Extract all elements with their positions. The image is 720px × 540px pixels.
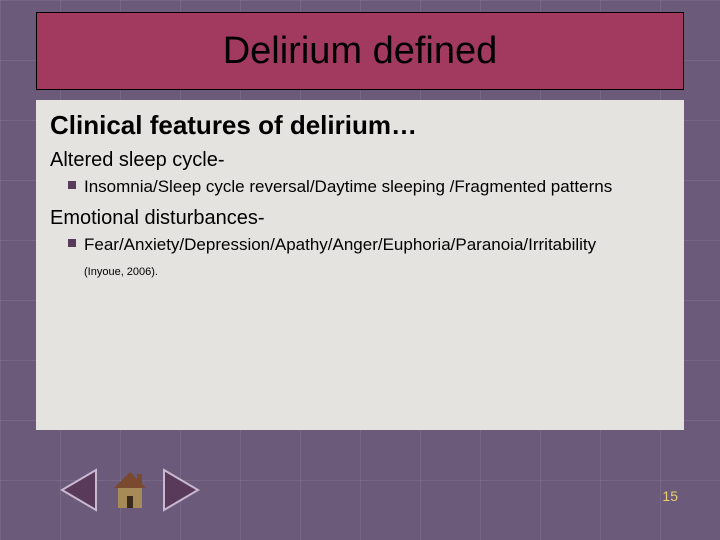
list-item: Fear/Anxiety/Depression/Apathy/Anger/Eup… [68,234,670,255]
citation-text: (Inyoue, 2006). [50,266,670,278]
content-heading: Clinical features of delirium… [50,110,670,141]
subhead-emotional: Emotional disturbances- [50,207,670,230]
section-sleep: Altered sleep cycle- Insomnia/Sleep cycl… [50,149,670,197]
subhead-sleep: Altered sleep cycle- [50,149,670,172]
prev-button[interactable] [58,468,98,512]
bullet-list-emotional: Fear/Anxiety/Depression/Apathy/Anger/Eup… [50,234,670,255]
section-emotional: Emotional disturbances- Fear/Anxiety/Dep… [50,207,670,277]
house-icon [110,468,150,512]
content-panel: Clinical features of delirium… Altered s… [36,100,684,430]
next-button[interactable] [162,468,202,512]
slide-title: Delirium defined [223,30,498,73]
home-button[interactable] [110,468,150,512]
triangle-left-icon [58,468,98,512]
nav-controls [58,468,202,512]
page-number: 15 [662,488,678,504]
bullet-list-sleep: Insomnia/Sleep cycle reversal/Daytime sl… [50,176,670,197]
list-item: Insomnia/Sleep cycle reversal/Daytime sl… [68,176,670,197]
triangle-right-icon [162,468,202,512]
title-bar: Delirium defined [36,12,684,90]
